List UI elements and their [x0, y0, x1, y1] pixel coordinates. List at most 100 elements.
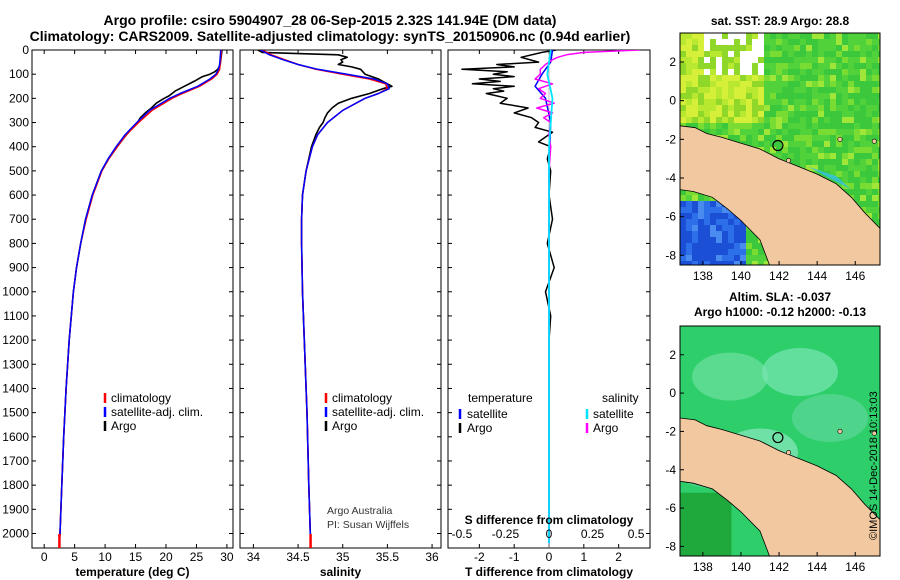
sst-cell: [878, 171, 880, 177]
sst-cell: [824, 99, 830, 105]
sst-cell: [758, 243, 764, 249]
y-tick-label: 1000: [2, 285, 29, 299]
sst-cell: [686, 51, 692, 57]
sst-cell: [878, 57, 880, 63]
x-tick-label: 20: [159, 550, 173, 564]
sst-cell: [728, 129, 734, 135]
sst-cell: [728, 75, 734, 81]
sst-cell: [764, 99, 770, 105]
sst-cell: [878, 147, 880, 153]
sst-cell: [722, 225, 728, 231]
sst-cell: [848, 63, 854, 69]
sst-cell: [680, 219, 686, 225]
sst-cell: [734, 63, 740, 69]
sst-cell: [860, 33, 866, 39]
sst-cell: [698, 87, 704, 93]
sst-cell: [770, 147, 776, 153]
sst-cell: [680, 201, 686, 207]
sst-cell: [770, 33, 776, 39]
sst-cell: [752, 261, 758, 265]
sst-cell: [698, 81, 704, 87]
sst-cell: [680, 105, 686, 111]
sst-cell: [722, 63, 728, 69]
sst-cell: [686, 39, 692, 45]
sst-cell: [872, 75, 878, 81]
sst-cell: [836, 171, 842, 177]
sst-cell: [788, 123, 794, 129]
sst-cell: [872, 159, 878, 165]
map-x-tick-label: 140: [731, 269, 751, 283]
sst-cell: [710, 213, 716, 219]
sst-cell: [860, 147, 866, 153]
sst-cell: [734, 231, 740, 237]
sst-cell: [764, 141, 770, 147]
sst-cell: [686, 207, 692, 213]
sst-cell: [872, 117, 878, 123]
sst-cell: [806, 75, 812, 81]
legend-label: satellite-adj. clim.: [111, 405, 203, 419]
sst-cell: [830, 105, 836, 111]
sst-cell: [704, 57, 710, 63]
sst-cell: [818, 57, 824, 63]
sst-cell: [866, 147, 872, 153]
sst-cell: [692, 117, 698, 123]
sst-cell: [878, 213, 880, 219]
sst-cell: [818, 159, 824, 165]
map-y-tick-label: -8: [665, 539, 676, 553]
sst-cell: [698, 255, 704, 261]
sst-cell: [764, 63, 770, 69]
sst-cell: [758, 129, 764, 135]
sst-cell: [770, 93, 776, 99]
sst-cell: [692, 45, 698, 51]
sst-cell: [734, 69, 740, 75]
sst-cell: [872, 63, 878, 69]
sst-cell: [728, 93, 734, 99]
sst-cell: [716, 93, 722, 99]
sst-cell: [752, 39, 758, 45]
sst-cell: [680, 51, 686, 57]
sst-cell: [788, 105, 794, 111]
panel-temperature: 0100200300400500600700800900100011001200…: [2, 43, 234, 579]
sst-cell: [812, 99, 818, 105]
sst-cell: [860, 51, 866, 57]
sst-cell: [722, 243, 728, 249]
sst-cell: [824, 105, 830, 111]
sst-cell: [686, 261, 692, 265]
sst-cell: [782, 57, 788, 63]
sst-cell: [794, 99, 800, 105]
sst-cell: [836, 93, 842, 99]
sst-cell: [842, 141, 848, 147]
sst-cell: [812, 159, 818, 165]
sst-cell: [878, 207, 880, 213]
sst-cell: [770, 135, 776, 141]
sst-cell: [848, 69, 854, 75]
sst-cell: [860, 141, 866, 147]
sst-cell: [842, 117, 848, 123]
sst-cell: [830, 177, 836, 183]
sst-cell: [818, 39, 824, 45]
y-tick-label: 100: [9, 67, 29, 81]
sst-cell: [854, 75, 860, 81]
sst-cell: [722, 231, 728, 237]
land-new-guinea: [680, 417, 880, 556]
sst-cell: [872, 87, 878, 93]
sst-cell: [758, 51, 764, 57]
sst-cell: [836, 165, 842, 171]
sst-cell: [722, 249, 728, 255]
legend-label: Argo: [467, 421, 493, 435]
sst-cell: [878, 135, 880, 141]
sst-cell: [746, 87, 752, 93]
sst-cell: [824, 75, 830, 81]
sst-cell: [764, 51, 770, 57]
sst-cell: [722, 129, 728, 135]
sst-cell: [842, 93, 848, 99]
sst-cell: [692, 231, 698, 237]
sst-cell: [830, 51, 836, 57]
sst-cell: [818, 171, 824, 177]
sst-cell: [836, 69, 842, 75]
map-y-tick-label: -8: [665, 248, 676, 262]
sst-cell: [806, 123, 812, 129]
sst-cell: [770, 129, 776, 135]
sst-cell: [848, 51, 854, 57]
sst-cell: [866, 165, 872, 171]
